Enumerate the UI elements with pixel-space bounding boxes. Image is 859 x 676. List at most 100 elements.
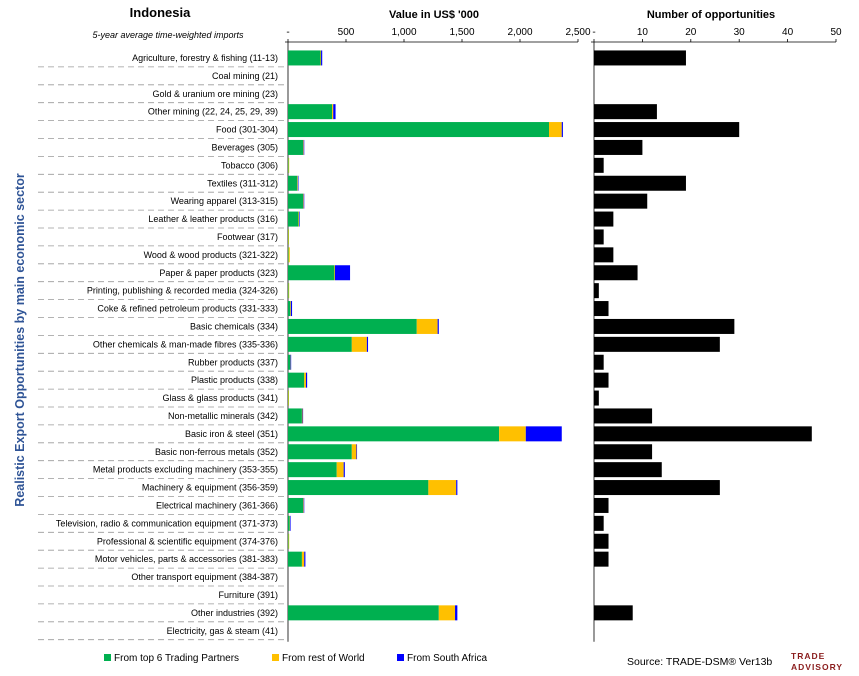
opportunities-panel: - 10 20 30 40 50 — [591, 27, 842, 642]
opportunities-bar — [594, 336, 720, 352]
category-label: Professional & scientific equipment (374… — [97, 536, 278, 546]
opportunities-bar — [594, 229, 604, 245]
value-bar-top6 — [288, 247, 289, 263]
value-bar-top6 — [288, 50, 321, 66]
opportunities-panel-title: Number of opportunities — [647, 9, 775, 21]
opportunities-bar — [594, 139, 643, 155]
category-label: Leather & leather products (316) — [148, 214, 278, 224]
value-bar-top6 — [288, 229, 289, 245]
category-label: Agriculture, forestry & fishing (11-13) — [132, 53, 278, 63]
value-bar-sa — [305, 372, 308, 388]
category-label: Other transport equipment (384-387) — [131, 572, 278, 582]
value-bar-rest — [336, 462, 344, 478]
opportunities-tick-label: - — [592, 27, 595, 38]
opportunities-bar — [594, 515, 604, 531]
value-bar-top6 — [288, 336, 352, 352]
value-bar-top6 — [288, 462, 337, 478]
value-tick-label: 2,500 — [565, 27, 590, 38]
value-bar-rest — [288, 229, 289, 245]
value-bar-rest — [351, 444, 357, 460]
opportunities-tick-label: 20 — [685, 27, 697, 38]
opportunities-bar — [594, 426, 812, 442]
category-label: Electricity, gas & steam (41) — [167, 626, 278, 636]
opportunities-bar — [594, 551, 609, 567]
value-tick-label: 500 — [338, 27, 355, 38]
opportunities-bar — [594, 605, 633, 621]
legend-swatch-rest — [272, 654, 279, 661]
category-label: Other chemicals & man-made fibres (335-3… — [93, 339, 278, 349]
category-label: Gold & uranium ore mining (23) — [152, 89, 278, 99]
value-bar-rest — [303, 139, 304, 155]
opportunities-bar — [594, 533, 609, 549]
value-bar-top6 — [288, 157, 289, 173]
value-bar-sa — [561, 122, 563, 138]
value-bar-top6 — [288, 390, 289, 406]
category-label: Printing, publishing & recorded media (3… — [87, 286, 278, 296]
value-bar-top6 — [288, 408, 302, 424]
value-bar-top6 — [288, 551, 302, 567]
value-bar-rest — [334, 265, 335, 281]
legend-swatch-sa — [397, 654, 404, 661]
value-bar-top6 — [288, 104, 333, 120]
value-bar-sa — [290, 301, 293, 317]
value-bar-rest — [301, 408, 303, 424]
value-bar-rest — [416, 318, 438, 334]
value-bar-rest — [438, 605, 456, 621]
value-tick-label: 2,000 — [507, 27, 532, 38]
value-bar-sa — [303, 139, 305, 155]
category-label: Textiles (311-312) — [207, 178, 278, 188]
category-label: Tobacco (306) — [221, 160, 278, 170]
value-bar-top6 — [288, 533, 289, 549]
value-bar-top6 — [288, 283, 289, 299]
value-bar-top6 — [288, 318, 417, 334]
value-bar-sa — [366, 336, 369, 352]
value-bar-top6 — [288, 211, 299, 227]
chart-subtitle: 5-year average time-weighted imports — [92, 30, 244, 40]
opportunities-bar — [594, 444, 653, 460]
value-bar-rest — [290, 301, 291, 317]
category-label: Paper & paper products (323) — [159, 268, 278, 278]
value-bar-top6 — [288, 265, 335, 281]
value-bar-rest — [288, 533, 290, 549]
opportunities-bar — [594, 497, 609, 513]
value-panel-title: Value in US$ '000 — [389, 9, 479, 21]
category-label: Furniture (391) — [218, 590, 278, 600]
value-bar-top6 — [288, 122, 549, 138]
value-bar-rest — [303, 193, 304, 209]
value-bar-rest — [304, 372, 306, 388]
opportunities-tick-label: 40 — [782, 27, 794, 38]
category-label: Rubber products (337) — [188, 357, 278, 367]
value-bar-sa — [456, 480, 458, 496]
category-label: Basic non-ferrous metals (352) — [155, 447, 278, 457]
category-label: Metal products excluding machinery (353-… — [93, 465, 278, 475]
value-bar-rest — [298, 211, 300, 227]
opportunities-bar — [594, 283, 599, 299]
value-bar-top6 — [288, 480, 429, 496]
value-bar-sa — [525, 426, 562, 442]
opportunities-bar — [594, 318, 735, 334]
y-axis-title: Realistic Export Opportunities by main e… — [13, 173, 27, 507]
value-bar-sa — [343, 462, 345, 478]
value-bar-rest — [332, 104, 334, 120]
category-label: Electrical machinery (361-366) — [156, 500, 278, 510]
value-panel: - 500 1,000 1,500 2,000 2,500 — [285, 27, 591, 642]
value-bar-rest — [549, 122, 562, 138]
value-bar-top6 — [288, 301, 291, 317]
legend-label-rest: From rest of World — [282, 653, 365, 664]
value-bar-sa — [437, 318, 439, 334]
value-bar-rest — [428, 480, 457, 496]
value-bar-sa — [303, 497, 305, 513]
legend-label-sa: From South Africa — [407, 653, 487, 664]
value-tick-label: - — [286, 27, 289, 38]
value-tick-label: 1,500 — [449, 27, 474, 38]
value-bar-sa — [297, 175, 299, 191]
trade-advisory-logo: TRADE ADVISORY — [791, 651, 842, 672]
value-bar-sa — [304, 551, 306, 567]
value-bar-sa — [334, 265, 351, 281]
logo-line-1: TRADE — [791, 651, 825, 661]
category-label: Non-metallic minerals (342) — [168, 411, 278, 421]
opportunities-bar — [594, 175, 686, 191]
category-label: Coke & refined petroleum products (331-3… — [97, 304, 278, 314]
value-bar-rest — [288, 283, 290, 299]
